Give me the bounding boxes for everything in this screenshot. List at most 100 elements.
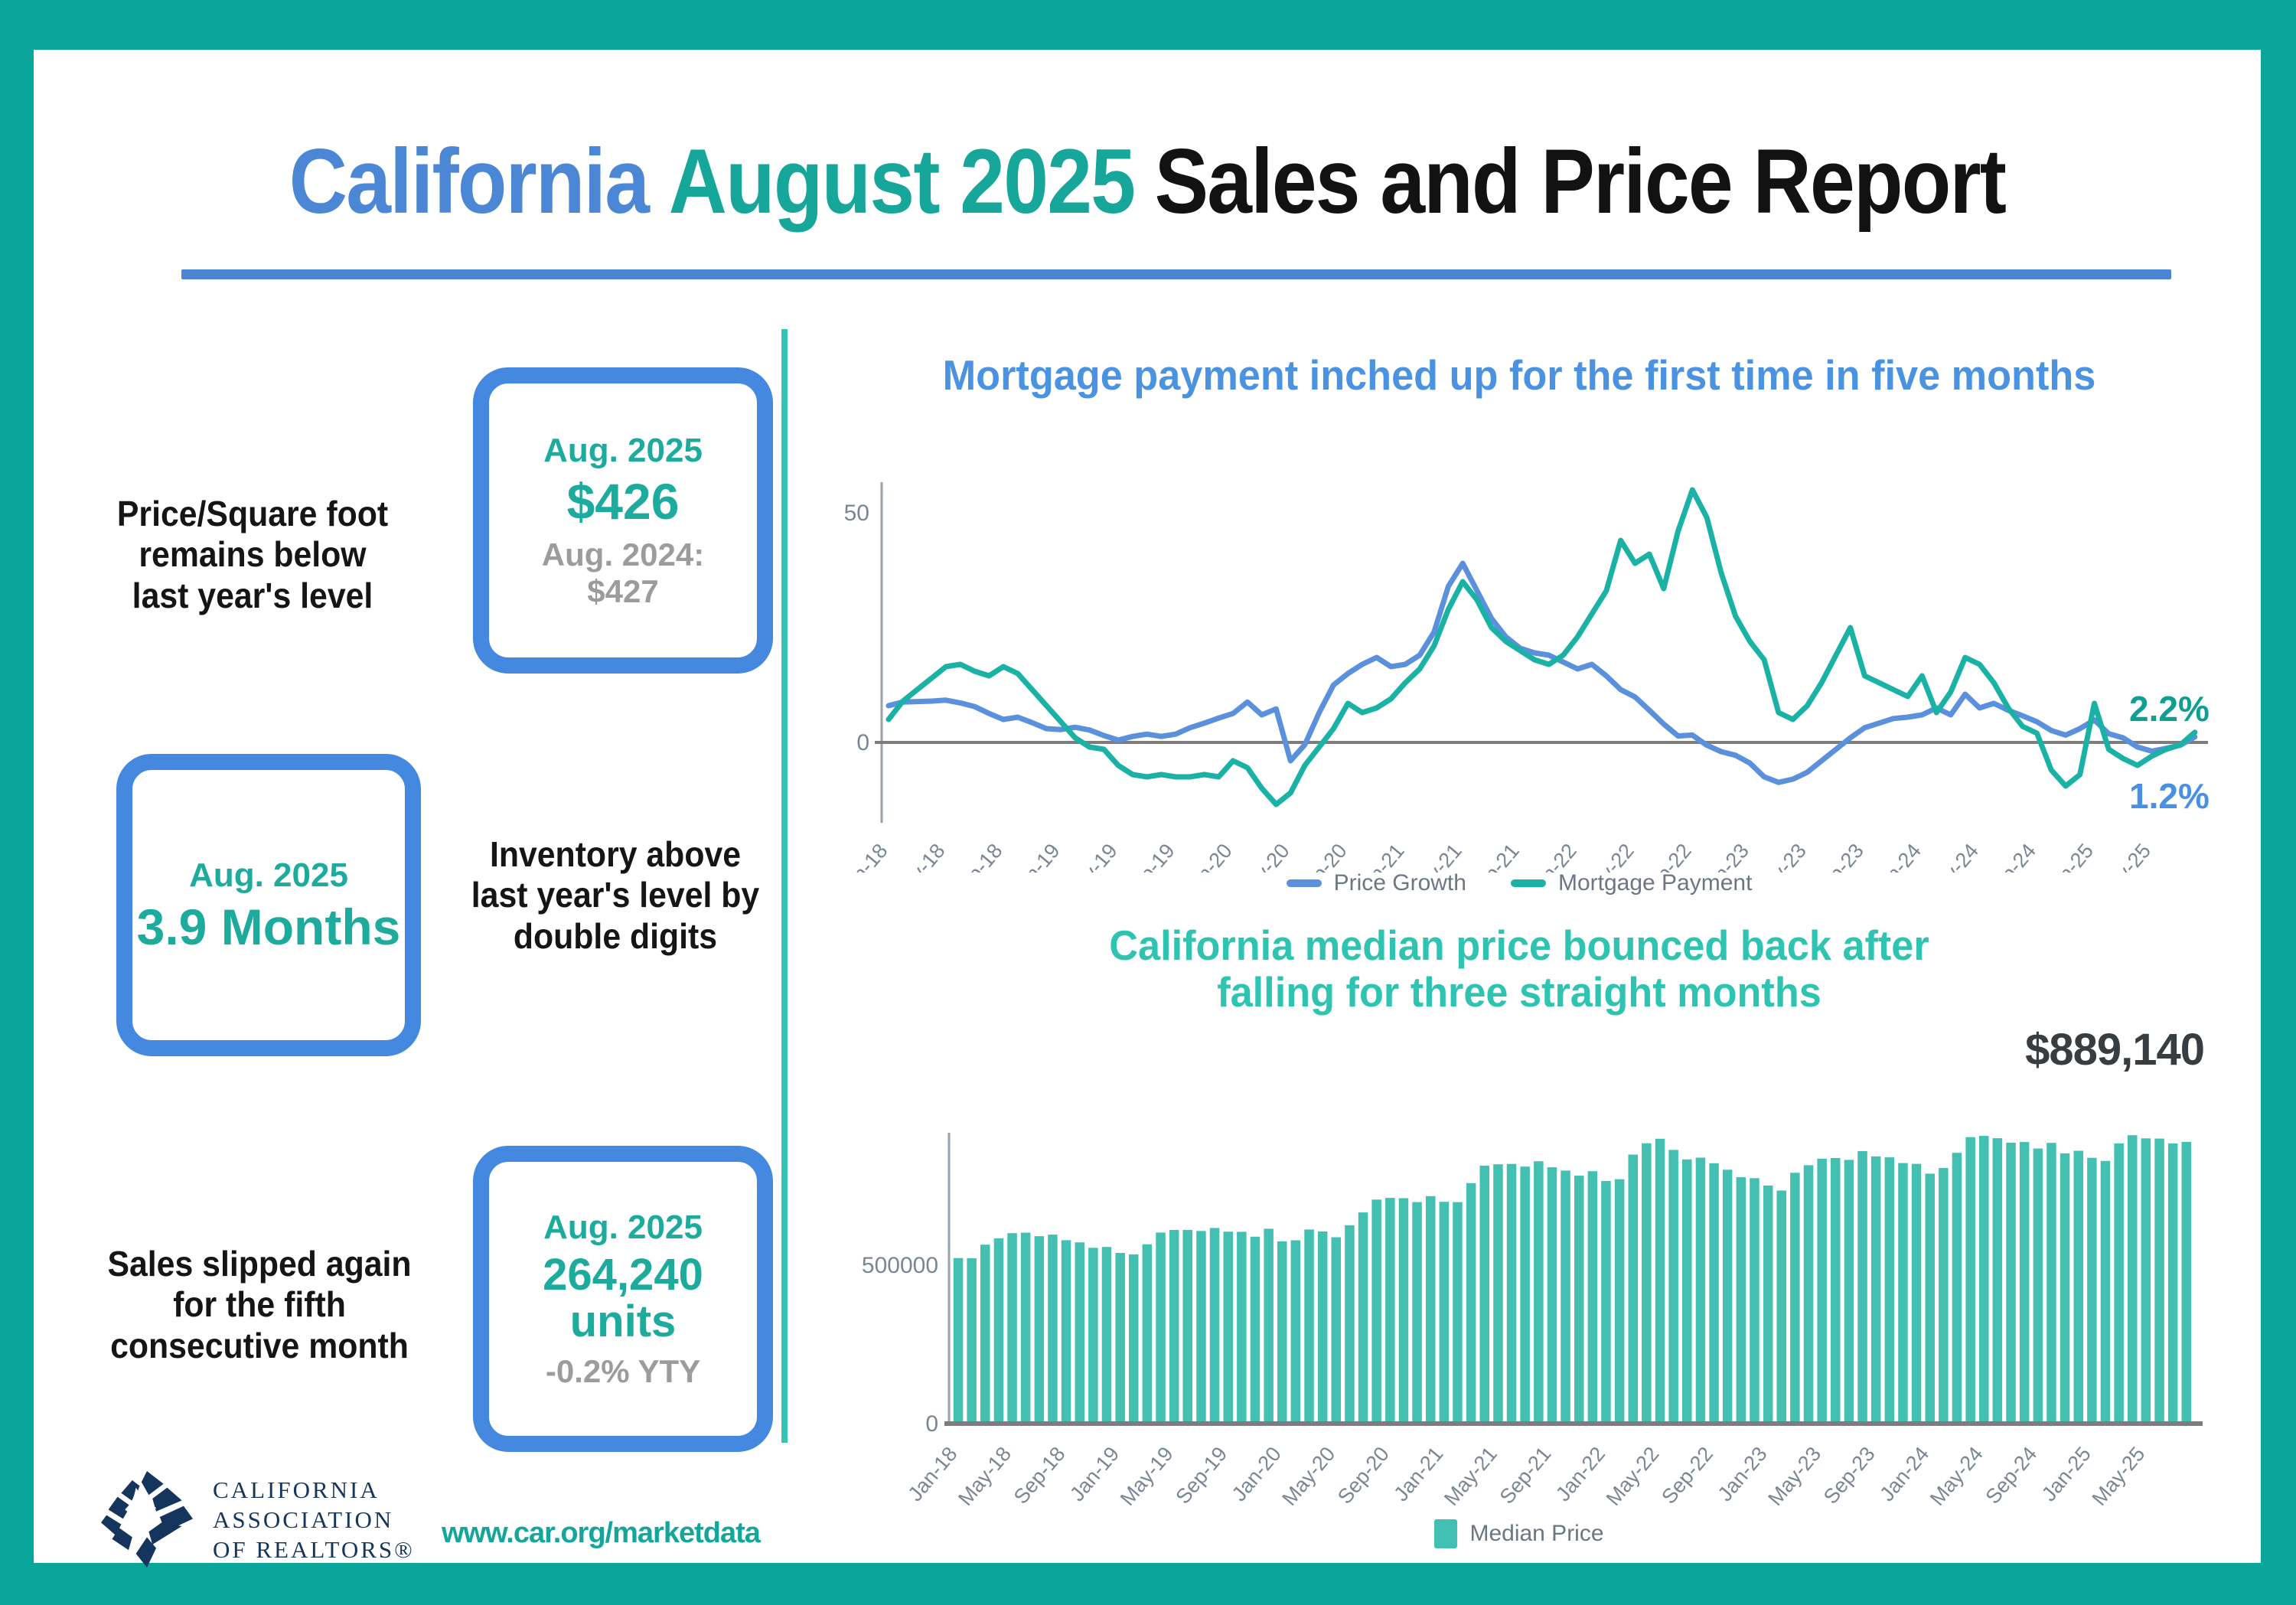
x-tick-label: Jan-21 xyxy=(1351,840,1409,873)
median-price-bar xyxy=(1614,1179,1625,1424)
median-price-bar xyxy=(1129,1254,1139,1424)
price-growth-swatch-icon xyxy=(1286,879,1322,887)
x-tick-label: May-21 xyxy=(1404,840,1466,873)
stat-box-prior-value: $427 xyxy=(587,573,659,610)
stat-box-prior-label: Aug. 2024: xyxy=(541,536,705,573)
median-price-bar xyxy=(1520,1166,1530,1424)
median-price-bar xyxy=(1075,1242,1084,1424)
x-tick-label: May-24 xyxy=(1921,840,1983,873)
median-price-bar xyxy=(1790,1173,1800,1424)
median-price-bar xyxy=(1493,1164,1503,1424)
logo-line-3: OF REALTORS® xyxy=(213,1535,415,1563)
median-price-bar xyxy=(2033,1148,2043,1424)
chart1-legend: Price Growth Mortgage Payment xyxy=(811,870,2227,896)
legend-label: Price Growth xyxy=(1333,870,1466,895)
x-tick-label: May-23 xyxy=(1763,1443,1825,1510)
median-price-bar xyxy=(1642,1143,1652,1424)
median-price-bar xyxy=(1182,1229,1192,1424)
stat-box-period: Aug. 2025 xyxy=(543,1208,703,1246)
median-price-bar xyxy=(1506,1163,1517,1424)
stat-sales-text: Sales slipped again for the fifth consec… xyxy=(107,1243,412,1365)
x-tick-label: Sep-22 xyxy=(1636,840,1696,873)
median-price-bar xyxy=(1115,1253,1125,1424)
legend-item-price-growth: Price Growth xyxy=(1286,870,1466,896)
car-logo-icon xyxy=(101,1471,193,1567)
median-price-bar xyxy=(1169,1230,1179,1424)
median-price-bar xyxy=(993,1238,1004,1424)
median-price-bar xyxy=(1655,1138,1665,1424)
median-price-bar xyxy=(1412,1202,1422,1424)
logo-line-2: ASSOCIATION xyxy=(213,1506,394,1533)
median-price-bar xyxy=(2073,1150,2083,1424)
median-price-bar xyxy=(1736,1177,1746,1424)
x-tick-label: Jan-20 xyxy=(1228,1443,1286,1506)
stat-price-sqft-text: Price/Square foot remains below last yea… xyxy=(116,493,389,615)
marketdata-link[interactable]: www.car.org/marketdata xyxy=(442,1517,761,1549)
median-price-bar xyxy=(1142,1244,1153,1424)
median-price-bar-chart: 5000000Jan-18May-18Sep-18Jan-19May-19Sep… xyxy=(862,1133,2203,1510)
x-tick-label: May-25 xyxy=(2093,840,2155,873)
x-tick-label: Jan-23 xyxy=(1695,840,1753,873)
x-tick-label: May-22 xyxy=(1577,840,1639,873)
median-price-bar xyxy=(1223,1231,1233,1424)
median-price-bar xyxy=(1857,1151,1867,1424)
median-price-bar xyxy=(2100,1160,2111,1424)
median-price-bar xyxy=(1101,1247,1112,1424)
legend-item-mortgage-payment: Mortgage Payment xyxy=(1510,870,1753,896)
median-price-bar xyxy=(1439,1202,1450,1424)
median-price-bar xyxy=(1331,1237,1341,1424)
median-price-bar xyxy=(1371,1199,1381,1424)
median-price-bar xyxy=(1776,1190,1786,1424)
stat-box-period: Aug. 2025 xyxy=(543,431,703,469)
car-logo-diamond xyxy=(101,1471,193,1567)
legend-item-median-price: Median Price xyxy=(1434,1519,1604,1548)
median-price-bar xyxy=(1601,1181,1611,1424)
median-price-bar xyxy=(1911,1163,1922,1424)
stat-price-sqft-box: Aug. 2025 $426 Aug. 2024: $427 xyxy=(473,367,773,674)
median-price-bar xyxy=(1277,1241,1287,1424)
median-price-bar xyxy=(1668,1150,1678,1424)
x-tick-label: Sep-21 xyxy=(1463,840,1524,873)
car-logo-text: CALIFORNIA ASSOCIATION OF REALTORS® xyxy=(213,1475,415,1564)
median-price-bar xyxy=(1345,1225,1355,1424)
title-month: August 2025 xyxy=(668,130,1136,233)
x-tick-label: Sep-23 xyxy=(1808,840,1868,873)
median-price-bar xyxy=(2114,1143,2124,1424)
median-price-bar xyxy=(2181,1141,2191,1424)
x-tick-label: Sep-19 xyxy=(1171,1443,1231,1509)
median-price-bar xyxy=(1965,1137,1975,1424)
stat-box-value: 3.9 Months xyxy=(136,899,401,956)
x-tick-label: Jan-22 xyxy=(1551,1443,1609,1506)
x-tick-label: Sep-18 xyxy=(947,840,1007,873)
x-tick-label: Sep-19 xyxy=(1119,840,1179,873)
stat-box-period: Aug. 2025 xyxy=(189,856,348,895)
median-price-bar xyxy=(1398,1198,1409,1424)
x-tick-label: Sep-22 xyxy=(1657,1443,1717,1509)
median-price-bar xyxy=(1682,1159,1692,1424)
y-tick-label: 0 xyxy=(856,730,869,755)
median-price-bar xyxy=(1884,1157,1895,1424)
median-price-bar xyxy=(1831,1158,1841,1424)
x-tick-label: May-20 xyxy=(1232,840,1294,873)
median-price-bar xyxy=(1358,1212,1368,1424)
x-tick-label: Jan-18 xyxy=(904,1443,962,1506)
report-canvas: California August 2025 Sales and Price Rep… xyxy=(34,50,2261,1567)
median-price-bar xyxy=(1992,1138,2003,1424)
title-underline xyxy=(181,269,2171,279)
latest-median-price-label: $889,140 xyxy=(2025,1025,2205,1075)
x-tick-label: Sep-18 xyxy=(1009,1443,1070,1509)
mortgage-payment-line-chart: 500Jan-18May-18Sep-18Jan-19May-19Sep-19J… xyxy=(834,482,2210,873)
series-line-0 xyxy=(885,560,2198,785)
legend-label: Mortgage Payment xyxy=(1557,870,1753,895)
x-tick-label: Jan-24 xyxy=(1875,1443,1933,1506)
chart2-title: California median price bounced back aft… xyxy=(1109,922,1929,1016)
car-logo-block: CALIFORNIA ASSOCIATION OF REALTORS® xyxy=(101,1471,415,1567)
median-price-bar xyxy=(1426,1196,1436,1424)
x-tick-label: Jan-18 xyxy=(834,840,892,873)
stat-inventory-text: Inventory above last year's level by dou… xyxy=(471,833,760,956)
title-california: California xyxy=(289,130,650,233)
median-price-bar xyxy=(1952,1153,1962,1424)
x-tick-label: Sep-24 xyxy=(1980,840,2040,873)
x-tick-label: Jan-25 xyxy=(2037,1443,2095,1506)
stat-box-yty: -0.2% YTY xyxy=(545,1353,701,1390)
